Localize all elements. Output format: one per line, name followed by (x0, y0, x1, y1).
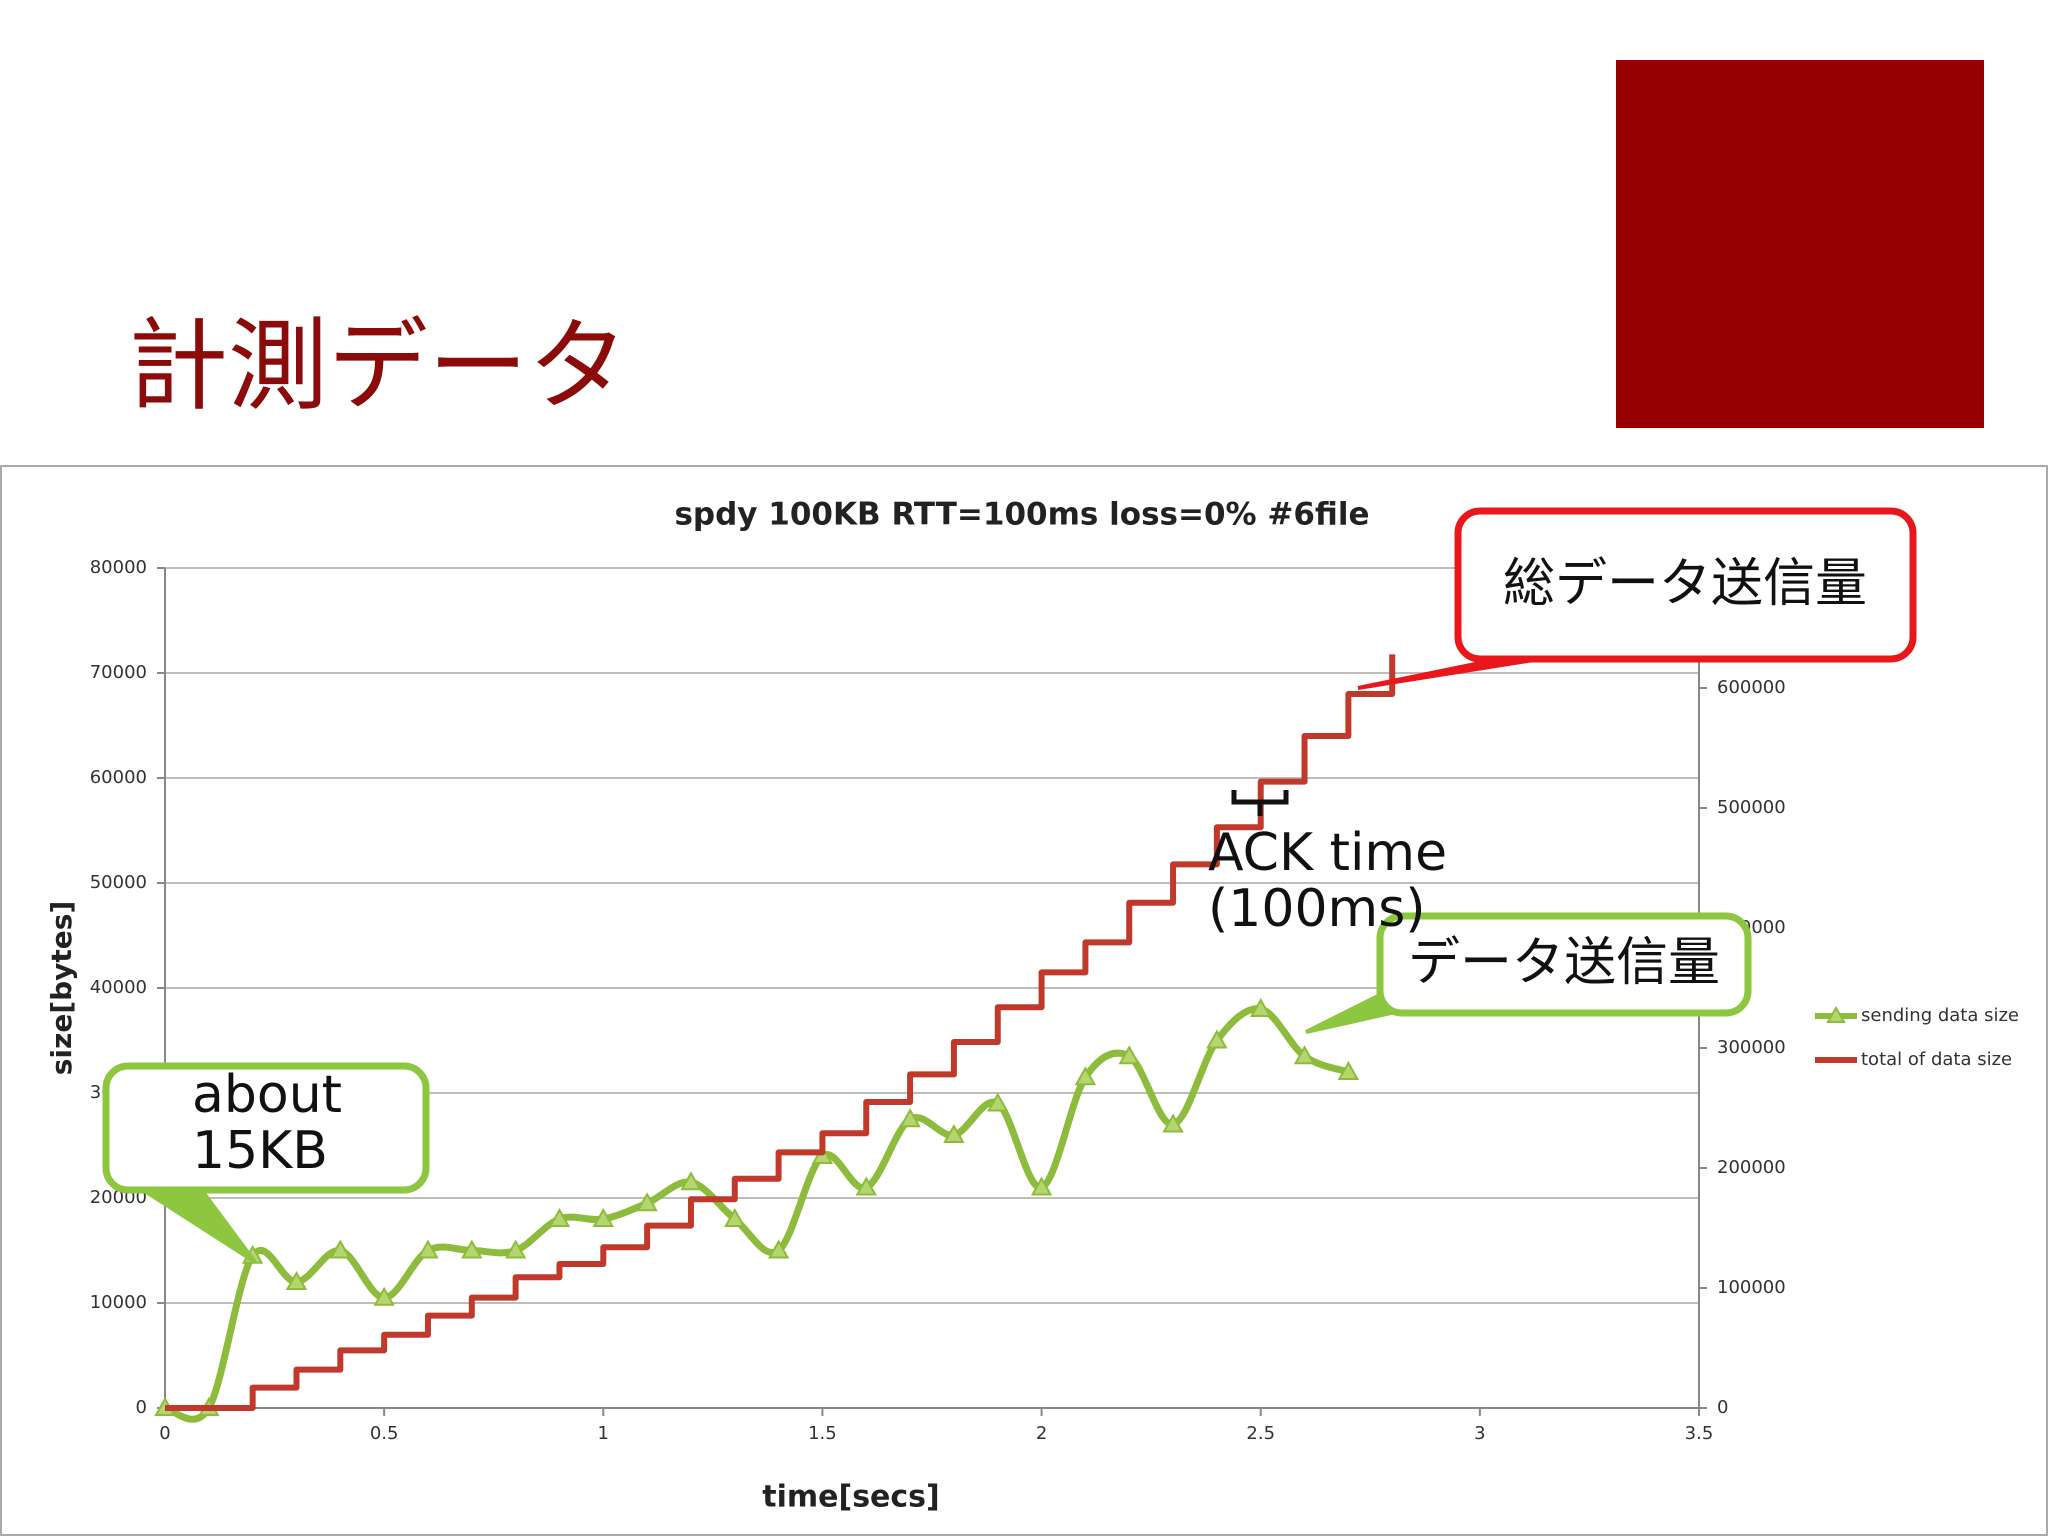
series-line (165, 654, 1396, 1411)
data-point (636, 1192, 658, 1212)
ack-bracket (1231, 790, 1289, 816)
data-point (504, 1239, 527, 1259)
plot: 0100002000030000400005000060000700008000… (90, 557, 1786, 1444)
y-tick-label: 60000 (90, 767, 147, 788)
data-point (1206, 1029, 1228, 1049)
data-point (987, 1092, 1009, 1112)
data-point (1162, 1113, 1184, 1133)
legend-label: sending data size (1861, 1005, 2019, 1026)
data-point (417, 1239, 439, 1259)
callout-box (1454, 507, 1917, 663)
data-point (1030, 1176, 1053, 1196)
callout-box (102, 1062, 430, 1194)
x-tick-label: 3 (1474, 1423, 1485, 1444)
legend-label: total of data size (1861, 1049, 2012, 1070)
data-point (943, 1123, 965, 1143)
y-tick-label: 70000 (90, 662, 147, 683)
y-tick-label: 40000 (90, 977, 147, 998)
y-tick-label: 0 (136, 1397, 147, 1418)
data-point (461, 1239, 483, 1259)
callout-text: (100ms) (1208, 879, 1426, 939)
data-point (285, 1270, 308, 1290)
data-point (548, 1207, 571, 1227)
y2-tick-label: 300000 (1717, 1037, 1786, 1058)
x-tick-label: 0 (159, 1423, 170, 1444)
data-point (1074, 1066, 1097, 1086)
y-tick-label: 10000 (90, 1292, 147, 1313)
y2-tick-label: 600000 (1717, 677, 1786, 698)
slide-title: 計測データ (128, 308, 628, 425)
callout-text: ACK time (1208, 823, 1447, 883)
y2-tick-label: 100000 (1717, 1277, 1786, 1298)
data-point (1293, 1045, 1316, 1065)
x-tick-label: 1.5 (808, 1423, 837, 1444)
callout-text: データ送信量 (1408, 933, 1720, 993)
callout-box (1376, 912, 1752, 1017)
data-point (899, 1108, 921, 1128)
x-axis-title: time[secs] (762, 1480, 940, 1515)
data-point (724, 1207, 746, 1227)
data-point (329, 1239, 352, 1259)
legend-marker (1826, 1005, 1846, 1023)
legend: sending data size total of data size (1815, 1005, 2019, 1070)
y2-tick-label: 500000 (1717, 797, 1786, 818)
data-point (592, 1207, 614, 1227)
callout-text: 総データ送信量 (1503, 554, 1867, 614)
x-tick-label: 2.5 (1246, 1423, 1275, 1444)
x-tick-label: 3.5 (1685, 1423, 1714, 1444)
data-point (855, 1176, 877, 1196)
chart-title: spdy 100KB RTT=100ms loss=0% #6file (674, 497, 1369, 533)
callout-text: 15KB (192, 1121, 328, 1181)
y2-tick-label: 0 (1717, 1397, 1728, 1418)
decor-square (1616, 60, 1984, 428)
callout-text: about (192, 1065, 342, 1125)
data-point (1118, 1045, 1140, 1065)
y-tick-label: 80000 (90, 557, 147, 578)
x-tick-label: 0.5 (370, 1423, 399, 1444)
y2-tick-label: 200000 (1717, 1157, 1786, 1178)
data-point (1337, 1060, 1360, 1080)
x-tick-label: 2 (1036, 1423, 1047, 1444)
data-point (373, 1286, 395, 1306)
y-axis-title: size[bytes] (45, 901, 78, 1075)
data-point (1250, 997, 1272, 1017)
data-point (680, 1171, 702, 1191)
data-point (767, 1239, 790, 1259)
y-tick-label: 50000 (90, 872, 147, 893)
x-tick-label: 1 (598, 1423, 609, 1444)
